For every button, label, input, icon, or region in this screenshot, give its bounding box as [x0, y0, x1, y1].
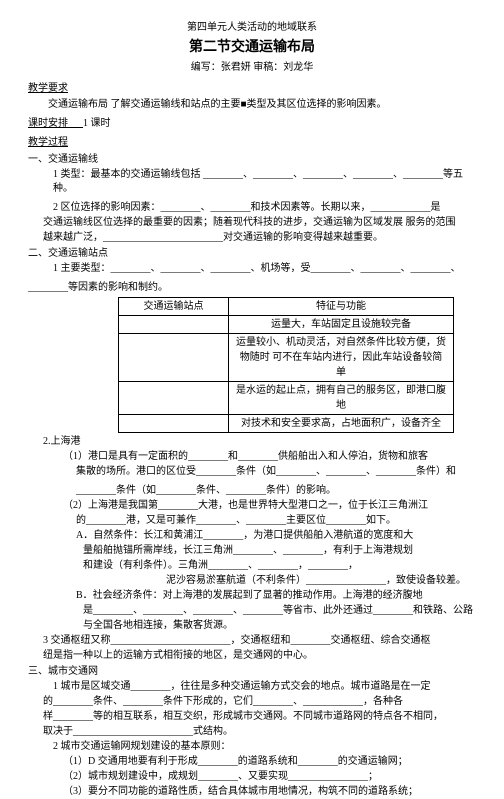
section-ksap: 课时安排 1 课时 — [28, 116, 476, 131]
sh-lA4: 泥沙容易淤塞航道（不利条件）________________，致使设备较差。 — [28, 574, 476, 588]
p3-l2: 的________条件、________条件下形成的，它们________、__… — [28, 695, 476, 709]
section-jxgc: 教学过程 — [28, 135, 476, 150]
part2-heading: 二、交通运输站点 — [28, 246, 476, 261]
p3-l3: 样________等的相互联系，相互交织，形成城市交通网。不同城市道路网的特点各… — [28, 710, 476, 724]
sh-l2: 集散的场所。港口的区位受________条件（如________、_______… — [28, 465, 476, 479]
part2-maintype: 1 主要类型：________、________、________、机场等，受_… — [28, 262, 476, 276]
part1-factor3: 越来越广泛，________________________对交通运输的影响变得… — [28, 231, 476, 245]
p3-l8: （3）要分不同功能的道路性质，结合具体城市用地情况，构筑不同的道路系统； — [28, 785, 476, 799]
table-r3-left — [119, 382, 229, 415]
sh-lA3: 和建设（有利条件）。三角洲________、________，________， — [28, 559, 476, 573]
part1-factor2: 交通运输线区位选择的最重要的因素；随着现代科技的进步，交通运输为区域发展 服务的… — [28, 216, 476, 230]
table-r1-left — [119, 316, 229, 334]
ksap-label: 课时安排 — [28, 118, 68, 129]
table-r2-left — [119, 334, 229, 382]
p3-l6: （1）D 交通用地要有利于形成________的道路系统和________的交通… — [28, 755, 476, 769]
sh-lA2: 量船舶抛锚所需岸线，长江三角洲________、________，有利于上海港规… — [28, 544, 476, 558]
table-r3-right: 是水运的起止点，拥有自己的服务区，即港口腹地 — [229, 382, 454, 415]
sh-lB: B．社会经济条件：对上海港的发展起到了显著的推动作用。上海港的经济腹地 — [28, 589, 476, 603]
sh-l4: （2）上海港是我国第________大港，也是世界特大型港口之一，位于长江三角洲… — [28, 499, 476, 513]
table-r4-right: 对技术和安全要求高，占地面积广，设备齐全 — [229, 415, 454, 433]
part1-factor1: 2 区位选择的影响因素：________、________和技术因素等。长期以来… — [28, 201, 476, 215]
table-r2-right: 运量较小、机动灵活，对自然条件比较方便，货物随时 可不在车站内进行，因此车站设备… — [229, 334, 454, 382]
table-r1-right: 运量大，车站固定且设施较完备 — [229, 316, 454, 334]
unit-line: 第四单元人类活动的地域联系 — [28, 20, 476, 35]
sh-lA: A．自然条件：长江和黄浦江________，为港口提供船舶入港航道的宽度和大 — [28, 529, 476, 543]
section-jxyq: 教学要求 — [28, 81, 476, 96]
author-line: 编写：张君妍 审稿：刘龙华 — [28, 60, 476, 75]
p3-l5: 2 城市交通运输网规划建设的基本原则： — [28, 740, 476, 754]
sh-lB3: 与全国各地相连接，集散客货源。 — [28, 619, 476, 633]
table-head-left: 交通运输站点 — [119, 298, 229, 316]
part2-cont: ________等因素的影响和制约。 — [28, 281, 476, 295]
table-head-right: 特征与功能 — [229, 298, 454, 316]
shanghai-label: 2.上海港 — [28, 435, 476, 449]
table-r4-left — [119, 415, 229, 433]
part3-heading: 三、城市交通网 — [28, 664, 476, 679]
sh-l5: 的________港，又是可兼作________、________主要区位___… — [28, 514, 476, 528]
sh-l1: （1）港口是具有一定面积的________和________供船舶出入和人停泊，… — [28, 450, 476, 464]
jxyq-text: 交通运输布局 了解交通运输线和站点的主要■类型及其区位选择的影响因素。 — [28, 98, 476, 112]
p3-l1: 1 城市是区域交通________，往往是多种交通运输方式交会的地点。城市道路是… — [28, 680, 476, 694]
part1-heading: 一、交通运输线 — [28, 152, 476, 167]
sh-l3: ________条件（如________条件、________条件）的影响。 — [28, 484, 476, 498]
p3-l4: 取决于________________________式结构。 — [28, 725, 476, 739]
ksap-text: 1 课时 — [83, 116, 111, 131]
main-title: 第二节交通运输布局 — [28, 37, 476, 58]
sh-l7: 纽是指一种以上的运输方式相衔接的地区，是交通网的中心。 — [28, 649, 476, 663]
part1-type: 1 类型：最基本的交通运输线包括 ________、________、_____… — [28, 168, 476, 196]
p3-l7: （2）城市规划建设中，成规划________、又要实现_____________… — [28, 770, 476, 784]
sh-l6: 3 交通枢纽又称________________________，交通枢纽和__… — [28, 634, 476, 648]
sh-lB2: 是________、________、________、________等省市、… — [28, 604, 476, 618]
transport-table: 交通运输站点 特征与功能 运量大，车站固定且设施较完备 运量较小、机动灵活，对自… — [118, 297, 454, 433]
